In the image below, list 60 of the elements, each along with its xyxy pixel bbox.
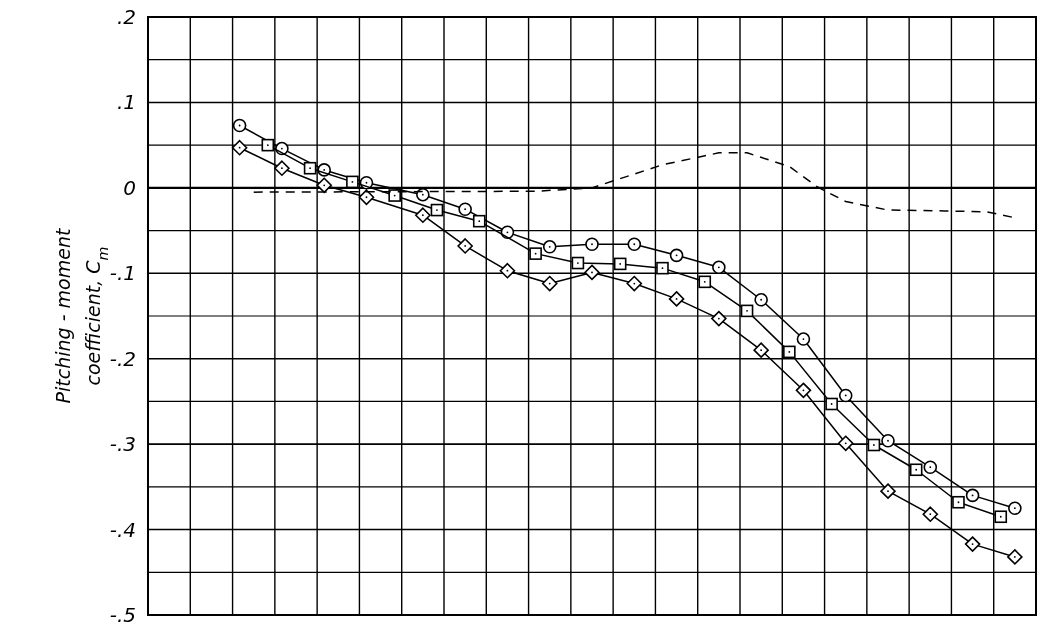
point [668,291,685,307]
y-tick-label: -.4 [109,517,136,542]
point [838,388,853,403]
point [346,175,359,189]
point [825,397,838,411]
point [529,247,542,260]
point [1007,549,1023,565]
point [881,433,895,448]
point [711,310,727,327]
point [542,240,557,254]
point [626,275,643,292]
point [571,256,585,270]
point [430,203,444,217]
point [964,536,981,552]
y-tick-label: -.2 [109,346,136,371]
point [457,238,473,254]
point [499,262,516,279]
y-tick-label: -.3 [109,432,136,457]
y-tick-label: .2 [116,5,136,29]
point [316,177,332,194]
point [740,304,754,318]
point [232,118,247,133]
point [922,506,939,522]
point [274,160,290,177]
point [303,161,317,175]
point [669,248,684,263]
point [783,345,796,359]
y-tick-label: -.5 [109,603,136,627]
point [261,138,275,152]
point [994,510,1008,524]
point [584,264,600,281]
y-tick-label: -.1 [109,261,136,286]
point [952,495,965,509]
point [796,332,811,346]
point [965,488,980,503]
point [472,214,486,228]
point [795,382,812,399]
point [867,438,881,452]
y-tick-label: .1 [116,90,136,115]
y-tick-label: 0 [123,175,136,200]
point [585,237,599,252]
point [388,189,401,202]
point [923,460,938,475]
point [415,207,431,223]
point [698,275,712,289]
point [754,292,768,307]
point [613,257,627,271]
point [837,435,854,452]
point [712,260,726,275]
point [753,342,769,358]
point [880,483,896,499]
point [416,187,430,202]
point [1008,501,1022,516]
point [458,202,472,217]
point [909,463,923,477]
point [627,237,642,252]
point [541,275,558,292]
point [231,139,248,156]
point [358,189,375,206]
point [656,261,669,275]
